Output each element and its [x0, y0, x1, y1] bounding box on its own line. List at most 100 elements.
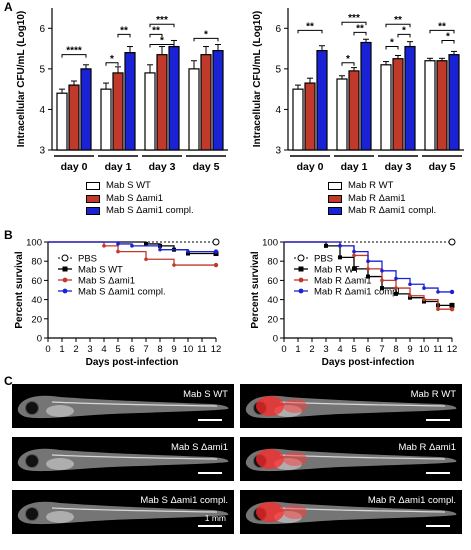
- larva-image: Mab S Δami1: [12, 437, 234, 481]
- x-tick-label: day 5: [429, 161, 456, 173]
- data-point: [366, 259, 370, 263]
- legend-label: Mab R Δami1: [348, 192, 406, 204]
- series-line: [48, 241, 216, 266]
- larva-image-label: Mab R WT: [410, 389, 456, 400]
- larva-image-label: Mab S Δami1: [170, 442, 228, 453]
- significance-label: *: [446, 31, 450, 42]
- bar: [380, 64, 392, 151]
- significance-bracket: [341, 21, 367, 26]
- scale-bar: [426, 525, 450, 527]
- bar: [212, 49, 224, 151]
- bar: [124, 52, 136, 151]
- larva-image-label: Mab R Δami1: [398, 442, 456, 453]
- infection-fluorescence: [256, 449, 284, 469]
- x-tick-label: day 5: [193, 161, 220, 173]
- y-tick-label: 4: [275, 105, 281, 116]
- bar: [168, 45, 180, 151]
- x-tick-label: 1: [59, 344, 64, 355]
- legend-marker: [62, 266, 68, 272]
- x-tick-label: 5: [115, 344, 120, 355]
- legend-swatch-wt: [328, 182, 342, 191]
- significance-label: *: [110, 54, 114, 65]
- panel-letter-c: C: [4, 374, 13, 388]
- bar: [100, 88, 112, 151]
- bar: [200, 54, 212, 151]
- y-tick-label: 5: [275, 64, 281, 75]
- significance-bracket: [429, 29, 455, 34]
- y-tick-label: 100: [26, 238, 42, 249]
- data-point: [436, 307, 440, 311]
- x-tick-label: 7: [379, 344, 384, 355]
- y-tick-label: 20: [31, 314, 42, 325]
- x-axis-label: Days post-infection: [86, 357, 179, 368]
- larva-image-label: Mab S Δami1 compl.: [140, 495, 228, 506]
- data-point: [380, 286, 384, 291]
- data-point: [436, 290, 440, 294]
- significance-label: **: [356, 23, 364, 34]
- legend-swatch-compl: [86, 207, 100, 216]
- x-tick-label: 6: [365, 344, 370, 355]
- y-tick-label: 60: [267, 276, 278, 287]
- significance-label: *: [346, 54, 350, 65]
- larva-eye: [25, 507, 39, 521]
- significance-label: **: [152, 25, 160, 36]
- scale-bar-label: 1 mm: [204, 513, 226, 523]
- larva-silhouette: [17, 501, 229, 525]
- data-point: [213, 249, 219, 254]
- legend-marker: [298, 288, 304, 294]
- x-tick-label: 12: [211, 344, 222, 355]
- legend-marker: [61, 254, 69, 262]
- legend-label: Mab S Δami1: [78, 276, 135, 287]
- x-tick-label: 12: [447, 344, 458, 355]
- x-tick-label: 3: [323, 344, 328, 355]
- bar: [404, 45, 416, 151]
- larva-silhouette: [17, 448, 229, 472]
- legend-mab-s: Mab S WT Mab S Δami1 Mab S Δami1 compl.: [86, 180, 194, 218]
- legend-mab-r: Mab R WT Mab R Δami1 Mab R Δami1 compl.: [328, 180, 436, 218]
- significance-bracket: [341, 62, 355, 66]
- x-tick-label: day 0: [297, 161, 324, 173]
- data-point: [448, 238, 456, 246]
- larva-eye: [25, 454, 39, 468]
- legend-label: Mab R Δami1: [314, 276, 372, 287]
- bar: [392, 58, 404, 151]
- y-axis-label: Percent survival: [14, 251, 25, 328]
- significance-label: **: [394, 15, 402, 26]
- bar: [304, 82, 316, 151]
- legend-label: Mab R WT: [314, 265, 360, 276]
- legend-marker: [297, 254, 305, 262]
- significance-bracket: [149, 33, 163, 38]
- bar: [188, 68, 200, 151]
- significance-bracket: [441, 39, 455, 44]
- y-tick-label: 40: [31, 295, 42, 306]
- bar: [68, 84, 80, 151]
- larva-silhouette: [245, 501, 457, 525]
- data-point: [212, 238, 220, 246]
- scale-bar: [426, 472, 450, 474]
- x-tick-label: 2: [309, 344, 314, 355]
- bar: [436, 60, 448, 151]
- significance-label: *: [390, 38, 394, 49]
- larva-yolk: [46, 405, 74, 417]
- data-point: [394, 276, 398, 281]
- legend-swatch-ami1: [86, 194, 100, 203]
- legend-item: Mab R WT: [328, 180, 436, 193]
- legend-swatch-compl: [328, 207, 342, 216]
- significance-bracket: [397, 33, 411, 38]
- larva-image: Mab R WT: [240, 384, 462, 428]
- significance-label: *: [204, 29, 208, 40]
- significance-label: **: [306, 21, 314, 32]
- data-point: [324, 243, 328, 248]
- scale-bar: [198, 419, 222, 421]
- data-point: [116, 242, 120, 246]
- bar: [360, 41, 372, 151]
- infection-fluorescence: [256, 396, 284, 416]
- significance-bracket: [117, 33, 131, 38]
- larva-image: Mab R Δami1: [240, 437, 462, 481]
- legend-item: Mab S WT: [86, 180, 194, 193]
- panel-letter-b: B: [4, 228, 13, 242]
- legend-marker: [298, 266, 304, 272]
- x-tick-label: 11: [197, 344, 207, 355]
- panel-letter-a: A: [4, 0, 13, 14]
- significance-bracket: [297, 29, 323, 34]
